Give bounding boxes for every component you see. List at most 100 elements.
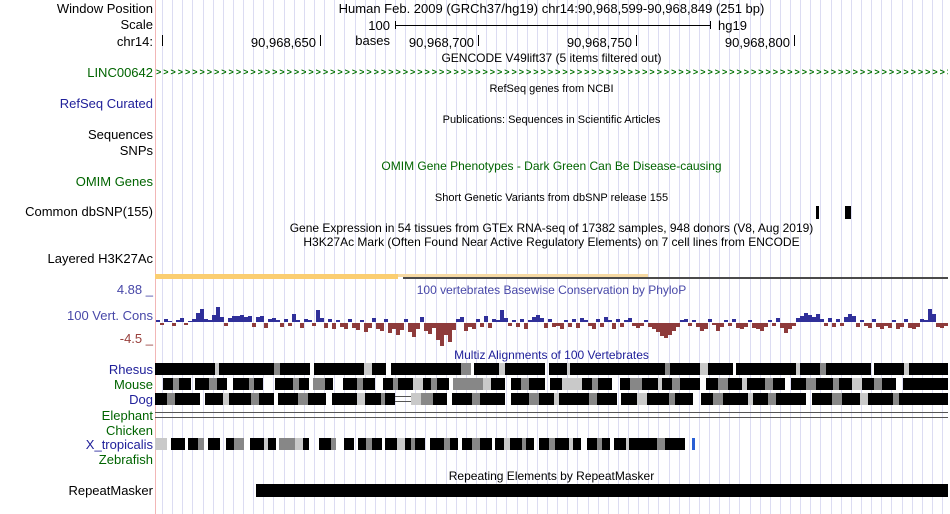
conservation-bar	[736, 323, 740, 328]
alignment-segment	[413, 378, 423, 390]
conservation-bar	[344, 323, 348, 329]
multiz-track-title: Multiz Alignments of 100 Vertebrates	[454, 348, 649, 362]
conservation-max-value: 4.88 _	[116, 282, 153, 297]
sequences-track-label[interactable]: Sequences	[87, 127, 153, 142]
conservation-bar	[696, 323, 700, 327]
alignment-segment	[452, 393, 472, 405]
conservation-bar	[404, 319, 408, 322]
dbsnp-track-label[interactable]: Common dbSNP(155)	[25, 204, 153, 219]
alignment-segment	[796, 363, 800, 375]
conservation-bar	[292, 314, 296, 322]
conservation-bar	[556, 323, 560, 326]
conservation-bar	[712, 323, 716, 325]
conservation-bar	[744, 323, 748, 327]
alignment-row-chicken[interactable]	[155, 424, 948, 436]
conservation-bar	[588, 323, 592, 326]
guide-line	[638, 0, 640, 514]
species-label-x_tropicalis[interactable]: X_tropicalis	[85, 437, 153, 452]
guide-line	[405, 0, 407, 514]
conservation-bar	[784, 323, 788, 333]
alignment-segment	[630, 378, 642, 390]
species-label-chicken[interactable]: Chicken	[106, 423, 153, 438]
h3k27ac-track-label[interactable]: Layered H3K27Ac	[47, 251, 153, 266]
conservation-bar	[716, 323, 720, 331]
alignment-segment	[491, 378, 505, 390]
guide-line	[313, 0, 315, 514]
conservation-bar	[304, 319, 308, 322]
alignment-row-mouse[interactable]	[155, 378, 948, 390]
alignment-segment	[718, 378, 728, 390]
conservation-bar	[940, 323, 944, 328]
conservation-bar	[512, 320, 516, 322]
snps-track-label[interactable]: SNPs	[119, 143, 153, 158]
conservation-bar	[732, 319, 736, 322]
refseq-track-label[interactable]: RefSeq Curated	[59, 96, 153, 111]
repeatmasker-track-label[interactable]: RepeatMasker	[68, 483, 153, 498]
conservation-bar	[540, 318, 544, 322]
alignment-segment	[860, 393, 868, 405]
conservation-bar	[888, 323, 892, 328]
alignment-segment	[806, 378, 816, 390]
alignment-segment	[826, 363, 871, 375]
species-label-dog[interactable]: Dog	[129, 392, 153, 407]
alignment-segment	[423, 378, 431, 390]
species-label-elephant[interactable]: Elephant	[101, 408, 153, 423]
guide-line	[830, 0, 832, 514]
conservation-bar	[664, 323, 668, 338]
alignment-row-elephant[interactable]	[155, 409, 948, 421]
conservation-bar	[708, 319, 712, 322]
gene-label-linc00642[interactable]: LINC00642	[87, 65, 153, 80]
alignment-segment	[909, 363, 948, 375]
alignment-segment	[357, 393, 365, 405]
alignment-segment	[365, 393, 381, 405]
guide-line	[273, 0, 275, 514]
conservation-bar	[288, 323, 292, 326]
alignment-segment	[791, 378, 806, 390]
gene-strand-arrows[interactable]: >>>>>>>>>>>>>>>>>>>>>>>>>>>>>>>>>>>>>>>>…	[156, 68, 948, 77]
species-label-zebrafish[interactable]: Zebrafish	[98, 452, 153, 467]
scale-label: Scale	[120, 17, 153, 32]
alignment-segment	[903, 378, 919, 390]
conservation-bar	[348, 319, 352, 322]
alignment-segment	[832, 393, 842, 405]
alignment-segment	[437, 378, 449, 390]
alignment-segment	[800, 363, 820, 375]
species-label-mouse[interactable]: Mouse	[113, 377, 153, 392]
alignment-row-dog[interactable]	[155, 393, 948, 405]
alignment-gap-lines	[155, 412, 948, 418]
alignment-row-x_tropicalis[interactable]	[155, 438, 948, 450]
scale-bar-text: 100 bases	[355, 18, 390, 48]
alignment-segment	[421, 393, 433, 405]
conservation-track-label[interactable]: 100 Vert. Cons	[67, 308, 153, 323]
conservation-bar	[172, 323, 176, 326]
conservation-bar	[560, 323, 564, 329]
species-label-rhesus[interactable]: Rhesus	[108, 362, 153, 377]
alignment-row-rhesus[interactable]	[155, 363, 948, 375]
alignment-segment	[381, 393, 385, 405]
alignment-segment	[344, 438, 354, 450]
conservation-bar	[420, 317, 424, 322]
alignment-segment	[249, 378, 254, 390]
conservation-bar	[660, 323, 664, 336]
guide-line	[698, 0, 700, 514]
conservation-bar	[808, 315, 812, 322]
alignment-segment	[723, 393, 748, 405]
refseq-track-title: RefSeq genes from NCBI	[489, 83, 614, 95]
alignment-segment	[862, 378, 874, 390]
conservation-track-title: 100 vertebrates Basewise Conservation by…	[416, 283, 687, 297]
alignment-row-zebrafish[interactable]	[155, 453, 948, 465]
guide-line	[425, 0, 427, 514]
alignment-segment	[842, 393, 860, 405]
alignment-segment	[385, 393, 395, 405]
conservation-bar	[848, 314, 852, 322]
alignment-segment	[529, 378, 545, 390]
track-left-edge-line	[155, 0, 156, 514]
conservation-bar	[384, 319, 388, 322]
alignment-segment	[504, 438, 510, 450]
omim-track-label[interactable]: OMIM Genes	[75, 174, 153, 189]
guide-line	[536, 0, 538, 514]
alignment-segment	[550, 378, 562, 390]
conservation-bar	[628, 318, 632, 322]
conservation-bar	[264, 323, 268, 328]
conservation-bar	[944, 323, 948, 326]
